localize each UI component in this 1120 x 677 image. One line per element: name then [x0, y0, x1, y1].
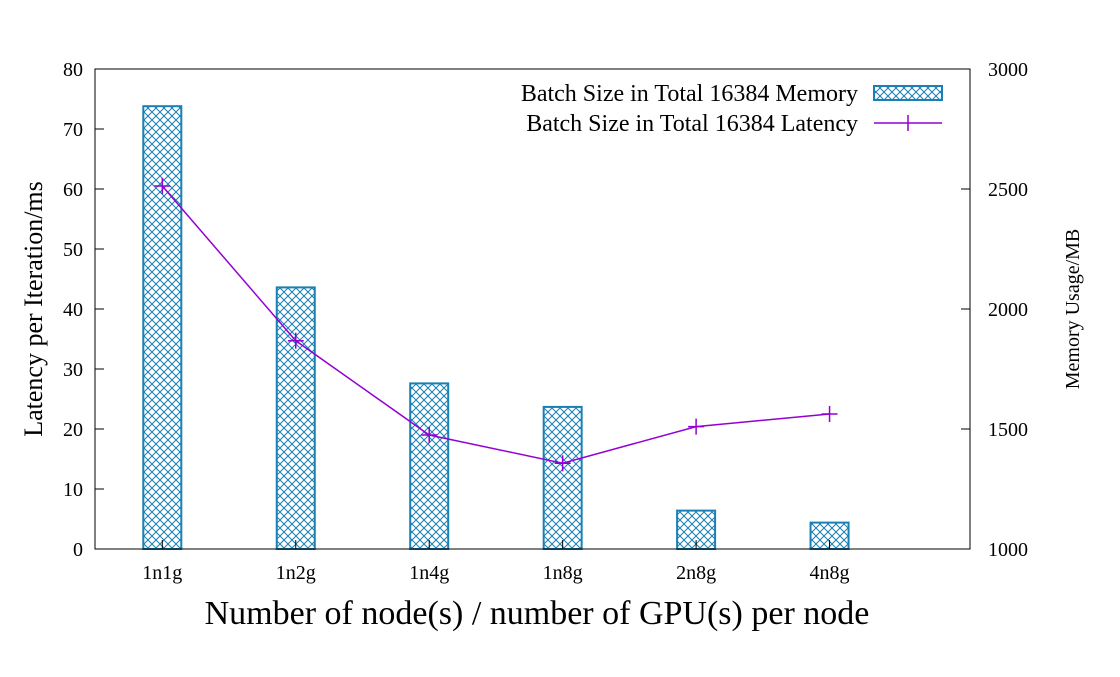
y-tick-label: 30 — [63, 359, 83, 381]
y-tick-label: 70 — [63, 119, 83, 141]
y2-tick-label: 1500 — [988, 419, 1028, 441]
memory-bars — [142, 105, 850, 551]
bar-1n4g — [409, 382, 450, 550]
legend-swatch-memory — [873, 85, 943, 101]
y-tick-label: 80 — [63, 59, 83, 81]
legend-label-memory: Batch Size in Total 16384 Memory — [521, 81, 858, 107]
latency-point-1n2g — [287, 332, 304, 349]
axis-ticks — [95, 68, 970, 550]
y2-tick-label: 2500 — [988, 179, 1028, 201]
x-tick-label: 1n2g — [276, 562, 316, 584]
legend-label-latency: Batch Size in Total 16384 Latency — [526, 111, 858, 137]
latency-series-line — [161, 185, 830, 464]
tick-labels: 0 10 20 30 40 50 60 70 80 1000 1500 2000 2500 3000 1n1… — [63, 59, 1028, 584]
x-tick-label: 2n8g — [676, 562, 716, 584]
x-tick-label: 1n8g — [543, 562, 583, 584]
y2-axis-label: Memory Usage/MB — [1062, 229, 1084, 390]
y2-tick-label: 1000 — [988, 539, 1028, 561]
x-axis-label: Number of node(s) / number of GPU(s) per… — [205, 595, 870, 632]
plot-frame — [94, 68, 971, 550]
bar-1n2g — [275, 286, 316, 550]
latency-point-4n8g — [821, 406, 838, 422]
latency-point-2n8g — [688, 418, 705, 435]
y-tick-label: 50 — [63, 239, 83, 261]
y-tick-label: 20 — [63, 419, 83, 441]
bar-1n1g — [142, 105, 183, 550]
y-tick-label: 10 — [63, 479, 83, 501]
x-tick-label: 1n4g — [409, 562, 449, 584]
latency-point-1n1g — [154, 178, 171, 194]
y2-tick-label: 3000 — [988, 59, 1028, 81]
x-tick-label: 4n8g — [810, 562, 850, 584]
y-tick-label: 0 — [73, 539, 83, 561]
legend: Batch Size in Total 16384 Memory Batch S… — [521, 81, 943, 137]
latency-line — [154, 178, 838, 472]
y-axis-label: Latency per Iteration/ms — [19, 181, 48, 437]
y-tick-label: 60 — [63, 179, 83, 201]
x-tick-label: 1n1g — [142, 562, 182, 584]
y-tick-label: 40 — [63, 299, 83, 321]
bar-1n8g — [542, 405, 583, 551]
latency-point-1n4g — [421, 427, 438, 443]
latency-point-1n8g — [554, 455, 571, 472]
y2-tick-label: 2000 — [988, 299, 1028, 321]
